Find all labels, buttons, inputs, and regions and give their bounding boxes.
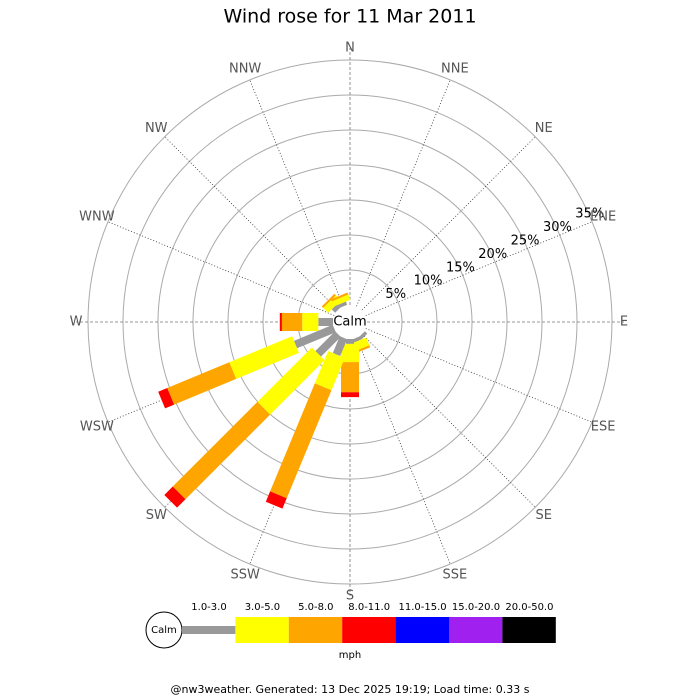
bar-segment [349,337,370,353]
spoke [356,337,451,565]
spoke [361,333,536,508]
legend-label: 8.0-11.0 [348,602,390,613]
r-tick-label: 10% [414,274,443,289]
direction-label: SE [536,508,552,523]
bar-segment [172,401,271,500]
direction-label: NE [535,121,553,136]
legend-label: 11.0-15.0 [399,602,447,613]
legend-swatch [502,617,556,643]
r-tick-label: 5% [385,287,406,302]
bar-segment [158,387,175,409]
spoke [365,328,593,423]
direction-label: E [620,315,628,330]
bar-segment [338,301,348,308]
legend-label: 15.0-20.0 [452,602,500,613]
direction-label: ENE [590,210,616,225]
bar-segment [314,351,345,391]
legend-label: 1.0-3.0 [191,602,226,613]
bar-segment [352,345,371,355]
direction-label: SSE [442,568,467,583]
chart-title: Wind rose for 11 Mar 2011 [223,6,476,28]
legend-calm-label: Calm [151,625,177,636]
bar-segment [257,347,325,415]
direction-label: S [346,589,354,604]
legend-label: 3.0-5.0 [245,602,280,613]
legend-swatch [342,617,396,643]
direction-label: NNW [229,61,261,76]
bar-segment [167,362,237,405]
legend-unit: mph [339,650,361,661]
direction-label: NNE [441,61,469,76]
direction-label: WSW [80,419,114,434]
bar-segment [293,324,336,349]
direction-label: SW [146,508,167,523]
bar-segment [229,336,299,379]
legend-swatch [235,617,289,643]
spoke [249,79,344,307]
bar-segment [270,383,332,499]
r-tick-label: 30% [543,220,572,235]
legend-label: 5.0-8.0 [298,602,333,613]
legend-swatch [449,617,503,643]
bar-segment [164,486,186,508]
bar-segment [321,293,336,308]
spoke [107,328,335,423]
legend-swatch [288,617,343,643]
direction-label: SSW [230,568,260,583]
legend-swatch [182,626,236,634]
legend-label: 20.0-50.0 [505,602,553,613]
bar-segment [331,294,351,307]
spoke [356,79,451,307]
spoke [361,136,536,311]
bar-segment [265,491,287,509]
bar-segment [359,331,368,340]
direction-label: NW [145,121,168,136]
r-tick-label: 35% [575,207,604,222]
direction-label: ESE [591,419,616,434]
legend-swatch [395,617,449,643]
direction-label: WNW [79,210,115,225]
r-tick-label: 20% [478,247,507,262]
calm-circle [333,305,367,339]
bar-segment [330,292,349,302]
direction-label: W [70,315,83,330]
bar-segment [315,331,341,357]
r-tick-label: 25% [511,233,540,248]
spoke [164,136,339,311]
footer: @nw3weather. Generated: 13 Dec 2025 19:1… [171,683,530,696]
spoke [107,221,335,316]
spoke [365,221,593,316]
spoke [249,337,344,565]
direction-label: N [345,41,355,56]
bar-segment [332,336,348,357]
r-tick-label: 15% [446,260,475,275]
calm-label: Calm [333,315,366,330]
bar-segment [352,336,362,343]
bar-segment [331,303,341,313]
